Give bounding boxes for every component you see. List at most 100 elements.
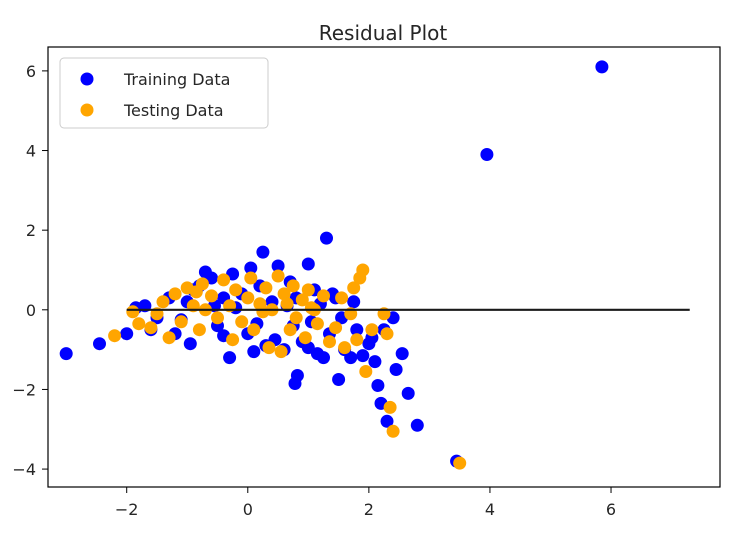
training-point [347,295,361,309]
training-point [271,259,285,273]
training-point [344,351,358,365]
testing-point [256,305,270,319]
training-point [356,349,370,363]
testing-point [168,287,182,301]
y-tick-label: 4 [26,142,36,161]
x-axis: −2 0 2 4 6 [115,487,616,519]
training-point [389,363,403,376]
testing-point [241,291,255,305]
x-tick-label: 0 [243,500,253,519]
training-point [93,337,106,351]
training-point [380,414,394,428]
training-point [244,261,258,275]
training-point [256,245,270,259]
testing-point [174,315,188,329]
legend: Training Data Testing Data [59,57,269,129]
y-tick-label: −4 [12,460,36,479]
testing-point [289,311,303,325]
testing-point [335,291,349,305]
training-point [410,418,424,432]
training-point [401,386,415,400]
testing-point [301,283,315,297]
training-point [223,351,237,365]
testing-point [338,341,352,355]
x-tick-label: 6 [606,500,616,519]
training-point [595,60,609,74]
testing-point [383,400,397,414]
testing-point [144,321,158,335]
testing-point [108,329,122,343]
testing-point [205,289,218,303]
testing-point [235,315,249,329]
y-tick-label: 2 [26,221,36,240]
legend-marker-testing [80,103,94,117]
legend-frame [59,57,269,129]
testing-point [298,331,312,345]
x-tick-label: −2 [115,500,139,519]
testing-point [359,365,373,378]
training-point [332,373,346,386]
axes-frame [47,46,721,488]
testing-point [226,333,240,347]
x-tick-label: 4 [485,500,495,519]
training-point [480,148,494,161]
training-point [301,341,315,355]
testing-point [262,341,276,355]
testing-point [453,456,467,470]
training-point [301,257,315,271]
testing-point [244,271,258,285]
y-tick-label: 0 [26,301,36,320]
testing-point [329,321,343,335]
testing-point [310,317,324,331]
testing-point [229,283,243,297]
training-point [247,345,261,359]
testing-point [192,323,206,337]
training-point [183,337,197,351]
training-point [290,369,304,382]
testing-point [211,311,224,325]
y-tick-label: 6 [26,62,36,81]
testing-point [350,333,364,347]
testing-point [280,297,294,311]
testing-point [356,263,370,277]
testing-point [126,305,140,319]
y-tick-label: −2 [12,380,36,399]
training-point [59,347,73,361]
testing-point [317,289,330,303]
testing-point [259,281,273,295]
testing-point [247,323,261,337]
testing-point [365,323,379,337]
testing-point [304,301,318,315]
testing-point [347,281,361,295]
testing-point [277,287,291,301]
training-point [350,323,364,337]
testing-point [386,424,400,438]
testing-point [132,317,146,331]
legend-label-training: Training Data [123,70,230,89]
testing-point [271,269,285,283]
testing-point [217,273,231,287]
testing-point [323,335,336,349]
series-testing-data [108,263,467,470]
testing-point [286,279,300,293]
training-point [395,347,409,361]
y-axis: −4 −2 0 2 4 6 [12,62,48,479]
training-point [320,231,333,245]
training-point [120,327,134,341]
legend-marker-training [80,72,94,86]
testing-point [274,345,288,359]
training-point [368,355,382,369]
chart-title: Residual Plot [319,21,448,45]
testing-point [162,331,176,345]
testing-point [283,323,297,337]
x-tick-label: 2 [364,500,374,519]
legend-label-testing: Testing Data [123,101,224,120]
testing-point [295,293,309,307]
testing-point [380,327,394,341]
training-point [371,379,385,392]
testing-point [156,295,170,309]
training-point [317,351,330,365]
plot-area [59,60,690,470]
testing-point [189,285,203,299]
